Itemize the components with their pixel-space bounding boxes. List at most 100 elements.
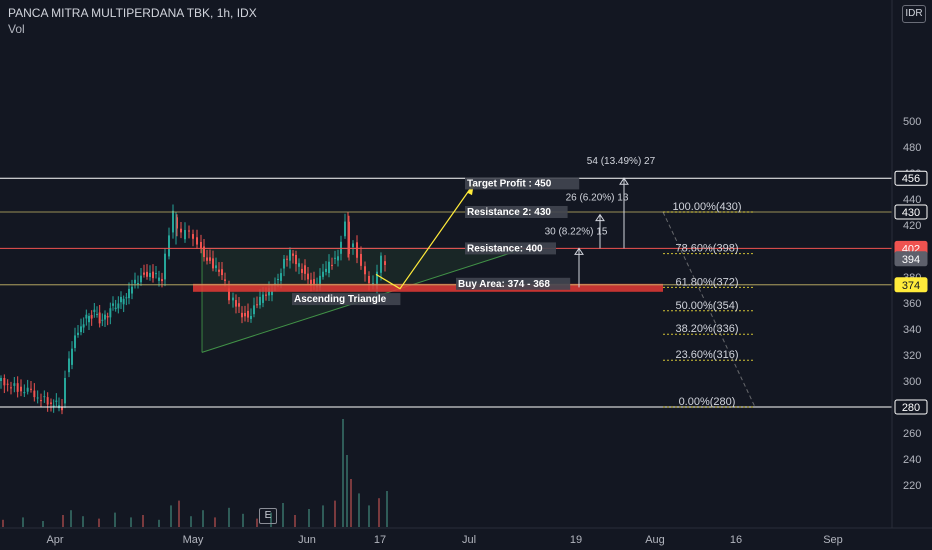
candle-body: [155, 273, 157, 275]
earnings-event-badge[interactable]: E: [259, 508, 277, 524]
candle-body: [146, 271, 148, 277]
candle-body: [77, 332, 79, 335]
candle-body: [295, 254, 297, 265]
candle-body: [215, 265, 217, 269]
candle-body: [292, 253, 294, 256]
price-badge: [894, 277, 928, 293]
volume-bar: [350, 479, 352, 527]
candle-body: [149, 272, 151, 277]
price-badge-label: 430: [902, 207, 920, 219]
candle-body: [328, 261, 330, 274]
candle-body: [331, 264, 333, 266]
candle-body: [313, 279, 315, 286]
candle-body: [184, 229, 186, 240]
candle-body: [43, 396, 46, 398]
candle-body: [310, 279, 312, 287]
candle-body: [235, 300, 237, 307]
currency-button[interactable]: IDR: [902, 5, 926, 23]
volume-bar: [170, 505, 172, 527]
volume-bar: [82, 516, 84, 527]
y-tick-label: 420: [903, 220, 921, 232]
annotation-box: [465, 206, 568, 218]
volume-bar: [130, 517, 132, 527]
candle-body: [20, 386, 22, 392]
x-tick-label: 19: [570, 534, 582, 546]
fib-level-label: 50.00%(354): [676, 300, 739, 312]
candle-body: [307, 273, 309, 280]
volume-label: Vol: [8, 22, 25, 36]
x-tick-label: 17: [374, 534, 386, 546]
candle-body: [277, 278, 279, 281]
candle-body: [134, 279, 136, 284]
candle-body: [125, 297, 128, 299]
candle-body: [93, 309, 96, 312]
time-axis[interactable]: Apr May Jun 17 Jul 19 Aug 16 Sep: [0, 527, 932, 546]
candle-body: [356, 242, 358, 258]
candle-body: [188, 230, 190, 232]
candle-body: [140, 275, 142, 283]
x-tick-label: Jun: [298, 534, 316, 546]
price-badge-label: 374: [902, 280, 920, 292]
candle-body: [262, 294, 264, 303]
fib-level-label: 61.80%(372): [676, 276, 739, 288]
candle-body: [209, 257, 211, 261]
horizontal-levels: [0, 177, 892, 408]
trend-drawings: 54 (13.49%) 27 26 (6.20%) 13 30 (8.22%) 15: [375, 156, 656, 290]
candle-body: [120, 296, 122, 303]
volume-bar: [308, 509, 310, 527]
candle-body: [16, 383, 19, 392]
x-tick-label: Jul: [462, 534, 476, 546]
price-badge-label: 456: [902, 173, 920, 185]
candle-body: [286, 258, 288, 260]
candle-body: [143, 272, 145, 275]
candle-body: [161, 279, 163, 282]
candle-body: [319, 275, 321, 288]
fib-level-label: 0.00%(280): [679, 396, 736, 408]
candle-body: [200, 241, 202, 249]
candle-body: [164, 253, 166, 280]
candle-body: [244, 312, 246, 317]
y-tick-label: 300: [903, 376, 921, 388]
measure-label: 30 (8.22%) 15: [545, 226, 608, 237]
price-badge: [894, 170, 928, 186]
volume-bar: [282, 503, 284, 527]
candle-body: [85, 314, 88, 319]
volume-bar: [368, 505, 370, 527]
candle-body: [289, 249, 291, 261]
volume-bar: [214, 517, 216, 527]
volume-bar: [256, 518, 258, 527]
candle-body: [334, 257, 336, 259]
candle-body: [74, 335, 76, 348]
candle-body: [337, 256, 339, 261]
candle-body: [232, 297, 234, 301]
volume-bar: [228, 507, 230, 527]
volume-bar: [178, 500, 180, 527]
annotation-label: Buy Area: 374 - 368: [458, 279, 550, 290]
candle-body: [26, 387, 29, 392]
candle-body: [344, 221, 346, 237]
measure-arrowhead: [619, 177, 629, 185]
candle-body: [348, 221, 350, 254]
candle-body: [218, 269, 220, 272]
candle-body: [238, 303, 240, 307]
candle-body: [352, 243, 354, 248]
candle-body: [23, 392, 26, 394]
candle-body: [64, 378, 66, 404]
candle-body: [224, 279, 226, 281]
candle-body: [109, 308, 112, 318]
candle-body: [301, 268, 303, 273]
volume-bar: [98, 518, 100, 527]
candle-body: [180, 228, 182, 233]
candle-body: [176, 217, 178, 229]
volume-bar: [270, 512, 272, 527]
annotation-label: Ascending Triangle: [294, 294, 387, 305]
candle-body: [364, 266, 366, 275]
price-axis[interactable]: 2202402602803003203403603804004204404604…: [891, 0, 928, 528]
candle-body: [271, 291, 273, 296]
y-tick-label: 440: [903, 194, 921, 206]
fib-level-label: 100.00%(430): [672, 201, 741, 213]
volume-bar: [342, 419, 344, 527]
candle-body: [80, 326, 82, 333]
price-badge: [894, 204, 928, 220]
